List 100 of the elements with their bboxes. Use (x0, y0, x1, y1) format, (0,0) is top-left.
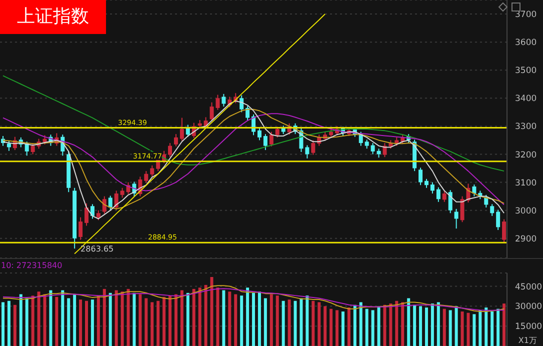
bar (424, 308, 428, 346)
y-tick-label: 3200 (515, 150, 537, 160)
candlestick (102, 196, 106, 214)
bar (502, 304, 506, 346)
bar (108, 292, 112, 346)
bar (234, 294, 238, 346)
bar (79, 300, 82, 346)
bar (448, 310, 452, 346)
candlestick (496, 209, 500, 230)
bar (401, 302, 404, 346)
bar (252, 292, 256, 346)
candlestick (90, 204, 94, 220)
bar (383, 304, 386, 346)
bar (156, 300, 160, 346)
bar (67, 298, 70, 346)
bar (460, 311, 464, 346)
bar (341, 311, 344, 346)
bar (192, 288, 196, 346)
y-axis-title: X1万 (518, 335, 537, 346)
bar (73, 294, 76, 346)
bar (484, 308, 488, 346)
bar (144, 298, 148, 346)
bar (324, 306, 327, 346)
bar (430, 304, 434, 346)
bar (389, 304, 392, 346)
candlestick (150, 164, 154, 178)
bar (413, 304, 416, 346)
bar (31, 296, 34, 346)
bar (84, 300, 88, 346)
bar (347, 308, 350, 346)
bar (395, 300, 398, 346)
bar (55, 296, 58, 346)
candlestick (370, 142, 375, 155)
bar (180, 290, 184, 346)
bar (204, 284, 208, 346)
bar (132, 292, 136, 346)
candlestick (430, 182, 434, 194)
bar (306, 296, 309, 346)
candlestick (174, 134, 178, 147)
line-series (2, 75, 505, 172)
y-tick-label: 2900 (515, 234, 537, 244)
y-tick-label: 3600 (515, 38, 537, 48)
bar (377, 306, 380, 346)
candlestick (311, 140, 316, 156)
bar (37, 292, 40, 346)
bar (419, 306, 422, 346)
bar (330, 308, 333, 346)
bar (174, 294, 178, 346)
bar (454, 306, 458, 346)
bar (270, 294, 273, 346)
candlestick (257, 128, 262, 141)
y-tick-label: 3100 (515, 178, 537, 188)
bar (407, 298, 410, 346)
bar (496, 308, 500, 346)
bar (240, 296, 244, 346)
bar (228, 292, 232, 346)
bar (186, 292, 190, 346)
bar (43, 294, 46, 346)
y-tick-label: 3500 (515, 66, 537, 76)
bar (294, 300, 297, 346)
bar (114, 290, 118, 346)
bar (210, 276, 214, 346)
candlestick (78, 216, 83, 240)
bar (198, 288, 202, 346)
candlestick (436, 186, 440, 202)
bar (312, 300, 315, 346)
candlestick (120, 187, 124, 198)
candlestick (305, 144, 310, 159)
candlestick (418, 167, 423, 186)
candlestick (30, 142, 35, 155)
bar (168, 296, 172, 346)
bar (162, 296, 166, 346)
bar (216, 288, 220, 346)
candlestick (84, 202, 89, 226)
bar (466, 312, 470, 346)
candlestick (246, 106, 250, 122)
bar (436, 302, 440, 346)
y-tick-label: 30000 (515, 302, 542, 312)
bar (276, 296, 279, 346)
text: 10: 272315840 (1, 261, 62, 270)
bar (13, 304, 16, 346)
bar (282, 300, 285, 346)
candlestick (454, 208, 458, 230)
bar (264, 298, 267, 346)
y-tick-label: 45000 (515, 282, 542, 292)
candlestick (144, 170, 148, 184)
candlestick (442, 190, 446, 202)
candlestick (448, 190, 452, 214)
bar (300, 298, 303, 346)
bar (288, 300, 291, 346)
candlestick (472, 184, 476, 197)
bar (336, 310, 339, 346)
bar (25, 298, 28, 346)
bar (371, 310, 374, 346)
candlestick (96, 210, 100, 221)
bar (1, 302, 4, 346)
bar (359, 302, 362, 346)
candlestick (168, 142, 172, 158)
bar (120, 292, 124, 346)
candlestick (222, 93, 226, 108)
